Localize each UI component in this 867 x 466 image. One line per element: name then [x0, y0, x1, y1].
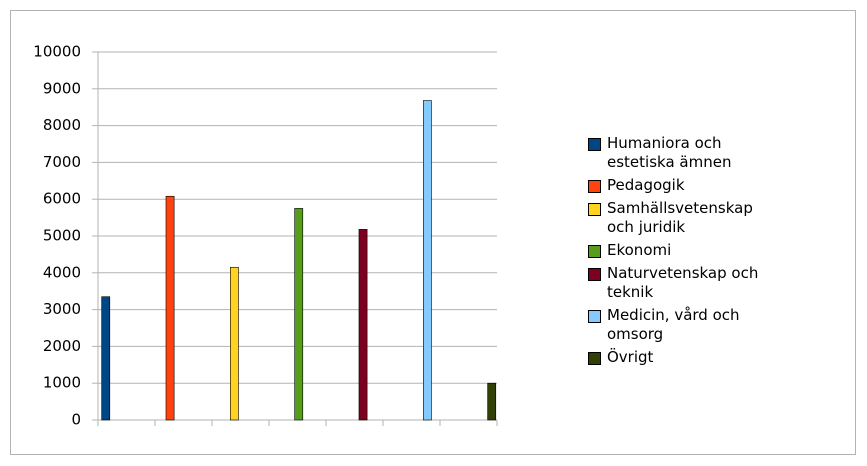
legend-label: Medicin, vård och omsorg [607, 306, 740, 343]
y-tick-label: 7000 [43, 153, 81, 171]
bar [101, 296, 111, 421]
legend-swatch [588, 268, 601, 281]
legend-swatch [588, 245, 601, 258]
bar [230, 266, 239, 421]
bar [165, 195, 175, 421]
y-tick-label: 9000 [43, 79, 81, 97]
chart-frame [10, 10, 856, 455]
legend-label: Naturvetenskap och teknik [607, 264, 759, 301]
legend-swatch [588, 352, 601, 365]
y-tick-label: 0 [71, 411, 81, 429]
legend-swatch [588, 203, 601, 216]
legend-swatch [588, 310, 601, 323]
legend-label: Ekonomi [607, 241, 672, 259]
bar [294, 208, 304, 421]
y-tick-label: 5000 [43, 227, 81, 245]
legend-item: Samhällsvetenskap och juridik [588, 199, 778, 237]
y-tick-label: 1000 [43, 374, 81, 392]
bar [358, 229, 368, 421]
legend-swatch [588, 180, 601, 193]
y-tick-label: 3000 [43, 300, 81, 318]
legend-label: Humaniora och estetiska ämnen [607, 134, 732, 171]
legend-item: Naturvetenskap och teknik [588, 264, 778, 302]
legend-label: Pedagogik [607, 176, 685, 194]
legend-item: Pedagogik [588, 176, 778, 195]
legend-item: Humaniora och estetiska ämnen [588, 134, 778, 172]
legend-label: Övrigt [607, 348, 654, 366]
bar [487, 382, 497, 421]
y-tick-label: 2000 [43, 337, 81, 355]
y-tick-label: 6000 [43, 190, 81, 208]
legend-label: Samhällsvetenskap och juridik [607, 199, 753, 236]
y-tick-label: 4000 [43, 263, 81, 281]
y-tick-label: 8000 [43, 116, 81, 134]
legend-item: Övrigt [588, 348, 778, 367]
y-tick-label: 10000 [33, 43, 81, 61]
legend: Humaniora och estetiska ämnen Pedagogik Sa… [588, 134, 778, 371]
bar [423, 100, 432, 421]
legend-swatch [588, 138, 601, 151]
legend-item: Ekonomi [588, 241, 778, 260]
legend-item: Medicin, vård och omsorg [588, 306, 778, 344]
